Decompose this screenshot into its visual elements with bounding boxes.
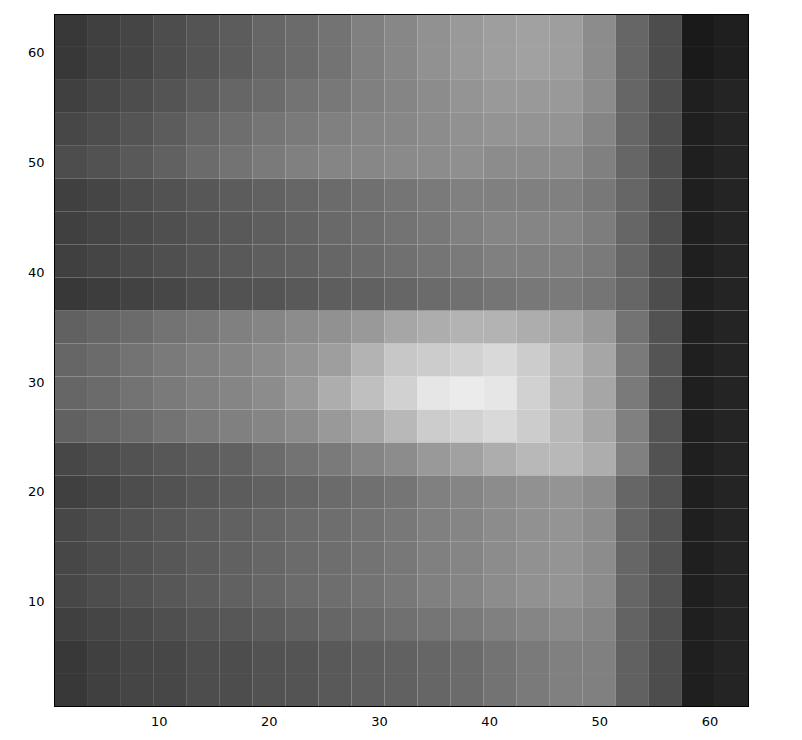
svg-text:60: 60 <box>28 45 45 60</box>
svg-text:20: 20 <box>28 484 45 499</box>
svg-text:60: 60 <box>702 714 719 729</box>
svg-text:10: 10 <box>151 714 168 729</box>
svg-text:50: 50 <box>592 714 609 729</box>
svg-text:40: 40 <box>481 714 498 729</box>
svg-text:50: 50 <box>28 155 45 170</box>
svg-text:30: 30 <box>28 375 45 390</box>
svg-text:40: 40 <box>28 265 45 280</box>
svg-text:20: 20 <box>261 714 278 729</box>
svg-text:10: 10 <box>28 594 45 609</box>
svg-text:30: 30 <box>371 714 388 729</box>
